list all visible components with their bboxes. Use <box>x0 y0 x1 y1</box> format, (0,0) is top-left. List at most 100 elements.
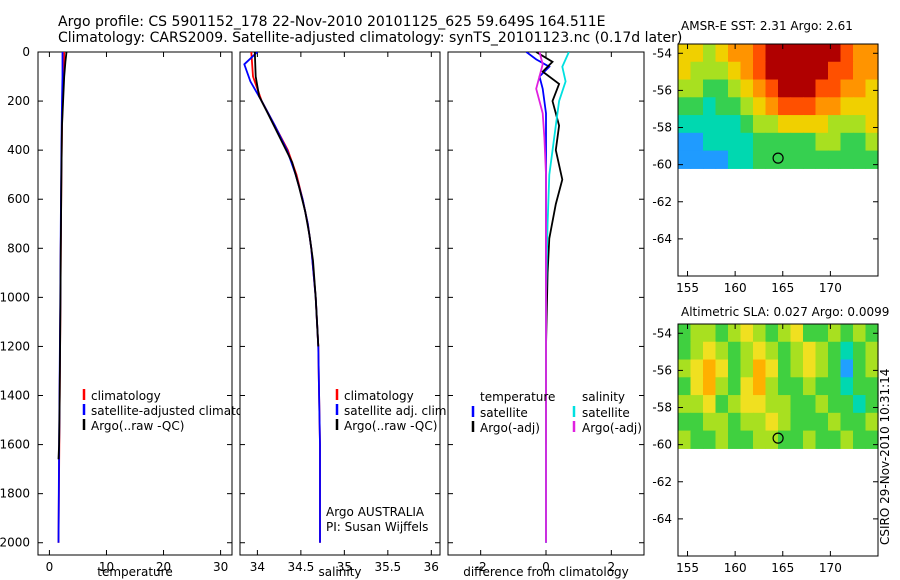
sst_map-heatmap-cell <box>678 132 692 152</box>
sst_map-heatmap-cell <box>765 61 779 81</box>
sla_map-ytick-label: -54 <box>652 326 672 340</box>
sla_map-heatmap-cell <box>778 324 792 343</box>
sst_map-heatmap-cell <box>703 132 717 152</box>
sla_map-heatmap-cell <box>690 430 704 449</box>
sst_map-heatmap-cell <box>815 44 829 63</box>
sst_map-heatmap-cell <box>815 115 829 134</box>
sla_map-heatmap-cell <box>815 359 829 378</box>
sst_map-heatmap-cell <box>828 61 842 81</box>
sst_map-heatmap-cell <box>803 97 817 116</box>
depth-tick-label: 1000 <box>0 290 30 304</box>
sst_map-heatmap-cell <box>815 61 829 81</box>
sst_map-heatmap-cell <box>803 150 817 169</box>
salinity-xtick-label: 36 <box>424 560 439 574</box>
salinity-annotation-text: Argo AUSTRALIA <box>326 505 425 519</box>
sla_map-heatmap-cell <box>865 324 879 343</box>
sst_map-heatmap-cell <box>803 44 817 63</box>
sst_map-heatmap-cell <box>828 79 842 98</box>
sst_map-heatmap-cell <box>778 150 792 169</box>
sla_map-xtick-label: 155 <box>676 561 699 575</box>
sla_map-ytick-label: -56 <box>652 363 672 377</box>
figure-title-line1: Argo profile: CS 5901152_178 22-Nov-2010… <box>58 14 605 30</box>
depth-tick-label: 400 <box>7 143 30 157</box>
sla_map-heatmap-cell <box>703 412 717 432</box>
sst_map-heatmap-cell <box>753 61 767 81</box>
sla_map-heatmap-cell <box>840 412 854 432</box>
sla_map-heatmap-cell <box>865 412 879 432</box>
sla_map-heatmap-cell <box>853 324 867 343</box>
sst_map-heatmap-cell <box>703 61 717 81</box>
sla_map-heatmap-cell <box>840 377 854 396</box>
sla_map-heatmap-cell <box>728 324 742 343</box>
sla_map-heatmap-cell <box>865 430 879 449</box>
side-credit-text: CSIRO 29-Nov-2010 10:31:14 <box>878 369 892 545</box>
sla_map-heatmap-cell <box>828 430 842 449</box>
sst_map-xtick-label: 155 <box>676 281 699 295</box>
sla_map-heatmap-cell <box>828 324 842 343</box>
depth-tick-label: 2000 <box>0 536 30 550</box>
sla_map-heatmap-cell <box>678 430 692 449</box>
sla_map-heatmap-cell <box>740 430 754 449</box>
sla_map-heatmap-cell <box>853 377 867 396</box>
sla_map-heatmap-cell <box>690 395 704 414</box>
sla_map-heatmap-cell <box>690 377 704 396</box>
sst_map-heatmap-cell <box>840 79 854 98</box>
sla_map-heatmap-cell <box>840 341 854 361</box>
sla_map-heatmap-cell <box>803 324 817 343</box>
sst_map-heatmap-cell <box>715 132 729 152</box>
sla_map-heatmap-cell <box>828 377 842 396</box>
sla_map-heatmap-cell <box>715 412 729 432</box>
sla_map-heatmap-cell <box>690 341 704 361</box>
difference-series-line <box>535 52 547 543</box>
charts-layer: 0 10 20 30020040060080010001200140016001800… <box>0 19 889 579</box>
sst_map-heatmap-cell <box>853 97 867 116</box>
sst_map-heatmap-cell <box>840 115 854 134</box>
sla_map-heatmap-cell <box>803 377 817 396</box>
salinity-series-line <box>253 52 320 347</box>
sst_map-heatmap-cell <box>690 115 704 134</box>
sst_map-heatmap-cell <box>790 150 804 169</box>
sla_map-heatmap-cell <box>853 359 867 378</box>
sst_map-heatmap-cell <box>728 44 742 63</box>
sla_map-heatmap-cell <box>715 430 729 449</box>
sla_map-heatmap-cell <box>828 412 842 432</box>
sla_map-heatmap-cell <box>753 359 767 378</box>
sst_map-argo-position-marker <box>772 152 784 164</box>
sla_map-heatmap-cell <box>728 341 742 361</box>
sla_map-heatmap-cell <box>740 377 754 396</box>
sla_map-heatmap-cell <box>753 341 767 361</box>
temperature-xtick-label: 30 <box>213 560 228 574</box>
sst_map-heatmap-cell <box>690 97 704 116</box>
sla_map-heatmap-cell <box>803 395 817 414</box>
figure-title-line2: Climatology: CARS2009. Satellite-adjuste… <box>58 30 682 46</box>
sla_map-heatmap-cell <box>790 412 804 432</box>
sla_map-heatmap-cell <box>728 430 742 449</box>
depth-tick-label: 800 <box>7 241 30 255</box>
sst_map-heatmap-cell <box>690 44 704 63</box>
sst_map-heatmap-cell <box>778 61 792 81</box>
sst_map-heatmap-cell <box>790 115 804 134</box>
sst_map-heatmap-cell <box>828 44 842 63</box>
sst_map-heatmap-cell <box>715 61 729 81</box>
sla_map-heatmap-cell <box>715 377 729 396</box>
sst_map-heatmap-cell <box>715 79 729 98</box>
sst_map-heatmap-cell <box>703 115 717 134</box>
sla_map-heatmap-cell <box>803 412 817 432</box>
sst_map-heatmap-cell <box>740 61 754 81</box>
temperature-xtick-label: 0 <box>46 560 54 574</box>
sla_map-ytick-label: -60 <box>652 438 672 452</box>
sla_map-ytick-label: -62 <box>652 475 672 489</box>
sst_map-heatmap-cell <box>740 97 754 116</box>
sst_map-heatmap-cell <box>678 79 692 98</box>
sst_map-heatmap-cell <box>678 61 692 81</box>
sst_map-heatmap-cell <box>853 115 867 134</box>
sst_map-heatmap-cell <box>840 150 854 169</box>
sst_map-heatmap-cell <box>790 61 804 81</box>
sla_map-heatmap-cell <box>753 377 767 396</box>
sla_map-heatmap-cell <box>803 359 817 378</box>
sla_map-heatmap-cell <box>790 324 804 343</box>
sst_map-heatmap-cell <box>853 79 867 98</box>
sst_map-heatmap-cell <box>790 44 804 63</box>
temperature-series-line <box>57 52 68 460</box>
sla_map-heatmap-cell <box>703 324 717 343</box>
